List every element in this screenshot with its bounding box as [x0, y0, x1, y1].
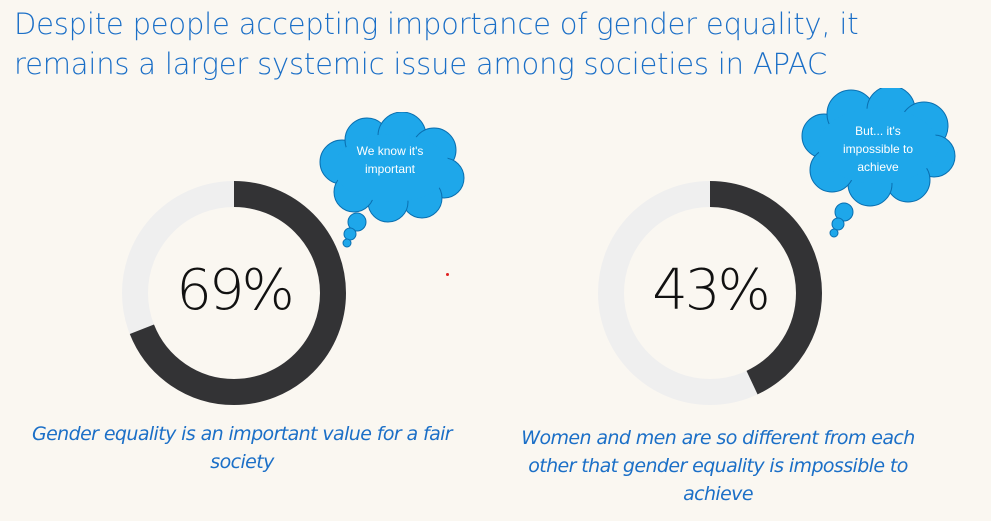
- percent-value-1: 69%: [176, 258, 294, 323]
- title-line-2: remains a larger systemic issue among so…: [14, 47, 828, 81]
- cloud-icon: [801, 88, 956, 238]
- bubble-line: important: [364, 162, 416, 176]
- page-title: Despite people accepting importance of g…: [14, 4, 974, 84]
- caption-1: Gender equality is an important value fo…: [22, 420, 462, 476]
- red-dot: [446, 273, 449, 276]
- thought-bubble-1: We know it's important: [312, 112, 472, 252]
- title-line-1: Despite people accepting importance of g…: [14, 7, 859, 41]
- caption-line: society: [210, 451, 274, 473]
- bubble-line: We know it's: [356, 144, 424, 158]
- cloud-icon: [319, 112, 465, 248]
- donut-ring-2: [598, 181, 822, 405]
- bubble-line: impossible to: [842, 142, 914, 156]
- donut-ring-1: [122, 181, 346, 405]
- donut-arc-1: [122, 181, 346, 405]
- caption-line: achieve: [683, 483, 753, 505]
- thought-bubble-2: But... it's impossible to achieve: [796, 88, 961, 238]
- bubble-line: But... it's: [855, 124, 901, 138]
- bubble-line: achieve: [857, 160, 899, 174]
- percent-value-2: 43%: [652, 258, 770, 323]
- caption-2: Women and men are so different from each…: [506, 424, 930, 508]
- caption-line: Gender equality is an important value fo…: [31, 423, 453, 445]
- donut-arc-2: [598, 181, 822, 405]
- caption-line: Women and men are so different from each: [521, 427, 915, 449]
- caption-line: other that gender equality is impossible…: [528, 455, 908, 477]
- donut-chart-2: 43%: [597, 180, 823, 406]
- donut-chart-1: 69%: [121, 180, 347, 406]
